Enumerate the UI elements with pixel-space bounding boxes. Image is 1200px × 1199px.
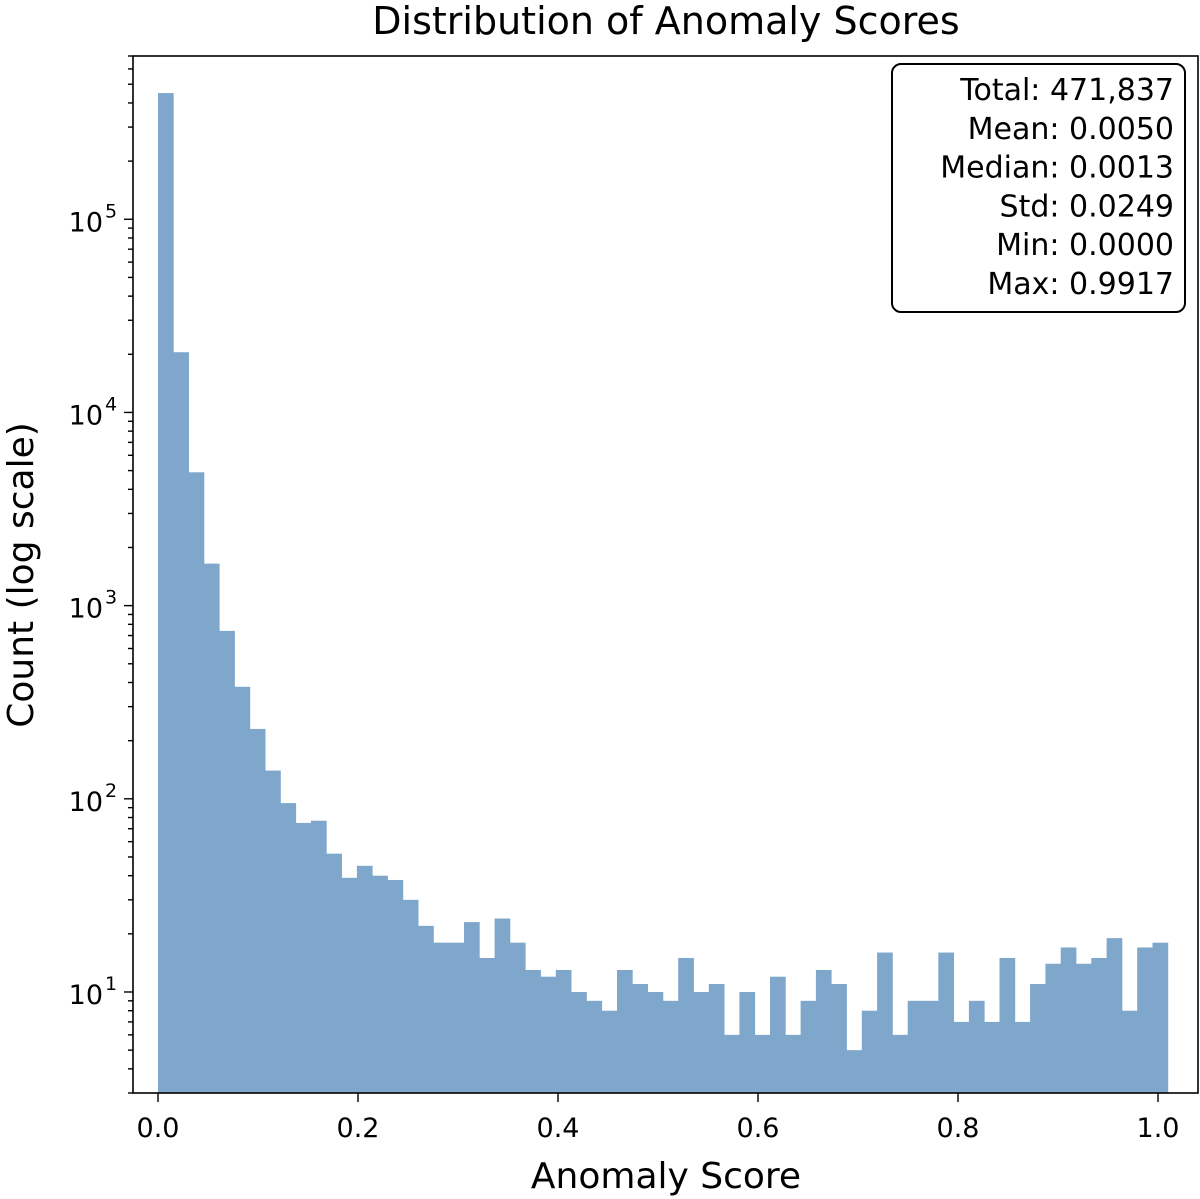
histogram-bar [831,983,847,1093]
histogram-bar [968,1000,985,1093]
histogram-bar [1121,1010,1138,1093]
histogram-bar [892,1034,909,1093]
histogram-bar [372,875,388,1093]
histogram-bar [739,991,756,1093]
histogram-bar [295,822,312,1093]
histogram-bar [632,983,648,1093]
histogram-bar [923,1000,939,1093]
histogram-bar [999,957,1016,1093]
histogram-bar [662,1000,679,1093]
histogram-bar [846,1050,863,1093]
histogram-bar [708,983,725,1093]
x-axis: 0.0 0.2 0.4 0.6 0.8 1.0 [137,1093,1180,1144]
histogram-bar [1106,938,1123,1093]
histogram-bar [448,942,465,1093]
histogram-bar [158,93,174,1093]
histogram-bar [356,865,373,1093]
y-tick-exponent: 2 [105,780,117,802]
stats-box-frame [891,63,1186,313]
x-tick-label: 0.2 [337,1113,380,1144]
histogram-bar [540,976,557,1093]
histogram-bar [586,1000,603,1093]
histogram-bar [341,877,358,1093]
stats-line: Median: 0.0013 [940,151,1174,186]
x-tick-label: 0.8 [937,1113,980,1144]
x-tick-label: 0.0 [137,1113,180,1144]
histogram-bar [1045,963,1062,1093]
chart-title: Distribution of Anomaly Scores [372,0,959,43]
histogram-bar [678,957,694,1093]
y-tick-exponent: 5 [105,200,117,222]
stats-line: Min: 0.0000 [996,228,1174,263]
histogram-bar [1030,983,1046,1093]
histogram-bar [387,879,404,1093]
histogram-bar [571,991,587,1093]
histogram-bar [1014,1021,1031,1093]
histogram-bar [280,803,297,1093]
plot-frame [132,55,1199,1094]
y-tick-exponent: 4 [105,393,117,415]
x-axis-label: Anomaly Score [531,1156,801,1197]
histogram-bar [601,1010,618,1093]
stats-line: Mean: 0.0050 [968,112,1174,147]
x-tick-label: 0.6 [737,1113,780,1144]
histogram-bar [418,925,434,1093]
histogram-bar [938,952,954,1093]
histogram-bar [1091,957,1107,1093]
histogram-bar [861,1010,878,1093]
histogram-bar [326,853,342,1093]
histogram-bar [188,472,205,1093]
histogram-bar [800,1000,817,1093]
histogram-bar [617,969,633,1093]
y-tick-label: 10 [69,400,103,431]
histogram-bar [265,770,281,1093]
histogram-bar [433,942,450,1093]
stats-line: Std: 0.0249 [1000,189,1174,224]
stats-lines: Total: 471,837 Mean: 0.0050 Median: 0.0013… [940,73,1174,302]
histogram-bar [479,957,495,1093]
histogram-bar [219,630,235,1093]
histogram-bar [402,899,419,1093]
histogram-bar [647,991,664,1093]
histogram-bar [815,969,832,1093]
histogram-bar [984,1021,1000,1093]
x-tick-label: 1.0 [1137,1113,1180,1144]
histogram-bar [1137,947,1153,1093]
histogram-bar [555,969,572,1093]
y-tick-label: 10 [69,207,103,238]
stats-box: Total: 471,837 Mean: 0.0050 Median: 0.0013… [891,63,1186,313]
histogram-bar [907,1000,924,1093]
histogram-bar [877,952,893,1093]
stats-line: Max: 0.9917 [987,267,1174,302]
histogram-bar [724,1034,740,1093]
histogram-bar [693,991,710,1093]
histogram-bar [234,686,251,1093]
stats-line: Total: 471,837 [959,73,1174,108]
y-tick-label: 10 [69,787,103,818]
histogram-bar [464,922,480,1093]
histogram-bar [1152,942,1169,1093]
histogram-bar [1060,947,1077,1093]
y-tick-exponent: 3 [105,587,117,609]
histogram-bar [953,1021,970,1093]
histogram-bar [249,728,266,1093]
y-tick-exponent: 1 [105,973,117,995]
histogram-bars [158,93,1169,1094]
histogram-bar [525,969,541,1093]
y-axis-label: Count (log scale) [1,422,42,728]
histogram-bar [509,942,526,1093]
x-tick-label: 0.4 [537,1113,580,1144]
y-tick-label: 10 [69,594,103,625]
histogram-bar [770,976,786,1093]
histogram-bar [1076,963,1092,1093]
histogram-bar [311,820,327,1093]
histogram-bar [173,352,189,1094]
y-tick-label: 10 [69,980,103,1011]
histogram-bar [494,918,511,1093]
histogram-bar [203,563,220,1093]
histogram-bar [785,1034,801,1093]
histogram-bar [754,1034,771,1093]
